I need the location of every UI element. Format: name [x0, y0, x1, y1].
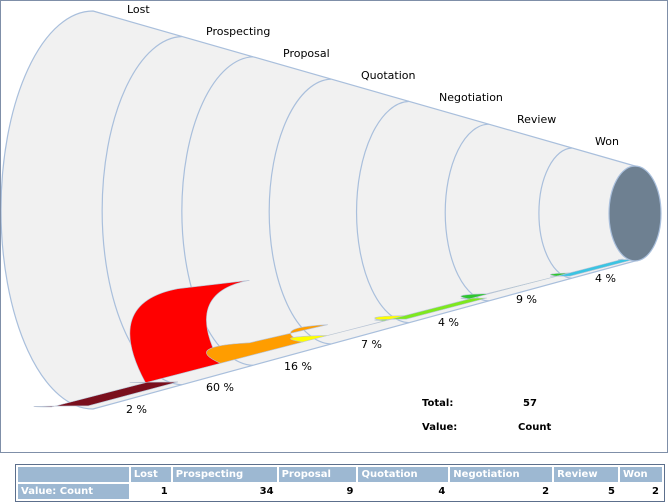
percent-label: 9 % [516, 293, 537, 306]
table-cell: 9 [278, 484, 357, 499]
table-cell: 2 [620, 484, 662, 499]
category-label: Prospecting [206, 25, 270, 38]
value-value: Count [518, 422, 552, 433]
funnel-tube [1, 10, 636, 410]
table-header-cell: Review [554, 467, 619, 482]
percent-label: 16 % [284, 360, 312, 373]
table-header-cell: Negotiation [450, 467, 553, 482]
table-header-cell: Quotation [358, 467, 449, 482]
total-value: 57 [523, 398, 537, 409]
funnel-end-cap [608, 165, 662, 262]
table-header-cell: Lost [130, 467, 171, 482]
percent-label: 2 % [126, 403, 147, 416]
table-corner-cell [18, 467, 129, 482]
table-header-cell: Prospecting [172, 467, 277, 482]
category-label: Negotiation [439, 91, 503, 104]
data-table: Lost Prospecting Proposal Quotation Nego… [15, 464, 665, 502]
total-label: Total: [422, 398, 454, 409]
table-cell: 5 [554, 484, 619, 499]
chart-frame: Lost Prospecting Proposal Quotation Negotiat… [0, 0, 668, 453]
percent-label: 7 % [361, 338, 382, 351]
table-cell: 1 [130, 484, 171, 499]
percent-label: 60 % [206, 381, 234, 394]
category-label: Quotation [361, 69, 416, 82]
category-label: Lost [127, 3, 150, 16]
table-cell: 34 [172, 484, 277, 499]
funnel-fill-prospecting [129, 280, 250, 384]
percent-label: 4 % [595, 272, 616, 285]
funnel-fill-proposal [206, 324, 328, 364]
category-label: Review [517, 113, 556, 126]
table-cell: 2 [450, 484, 553, 499]
table-cell: 4 [358, 484, 449, 499]
category-label: Proposal [283, 47, 330, 60]
funnel-section-rim [444, 123, 490, 302]
funnel-chart: Lost Prospecting Proposal Quotation Negotiat… [1, 3, 662, 416]
table-header-cell: Proposal [278, 467, 357, 482]
table-header-cell: Won [620, 467, 662, 482]
funnel-section-rim [355, 100, 410, 324]
percent-label: 4 % [438, 316, 459, 329]
category-label: Won [595, 135, 619, 148]
table-row: Value: Count 1 34 9 4 2 5 2 [18, 484, 662, 499]
funnel-fill-won [550, 258, 634, 277]
funnel-section-rim [538, 147, 573, 279]
table-row-header: Value: Count [18, 484, 129, 499]
table-header-row: Lost Prospecting Proposal Quotation Nego… [18, 467, 662, 482]
value-label: Value: [422, 422, 458, 433]
